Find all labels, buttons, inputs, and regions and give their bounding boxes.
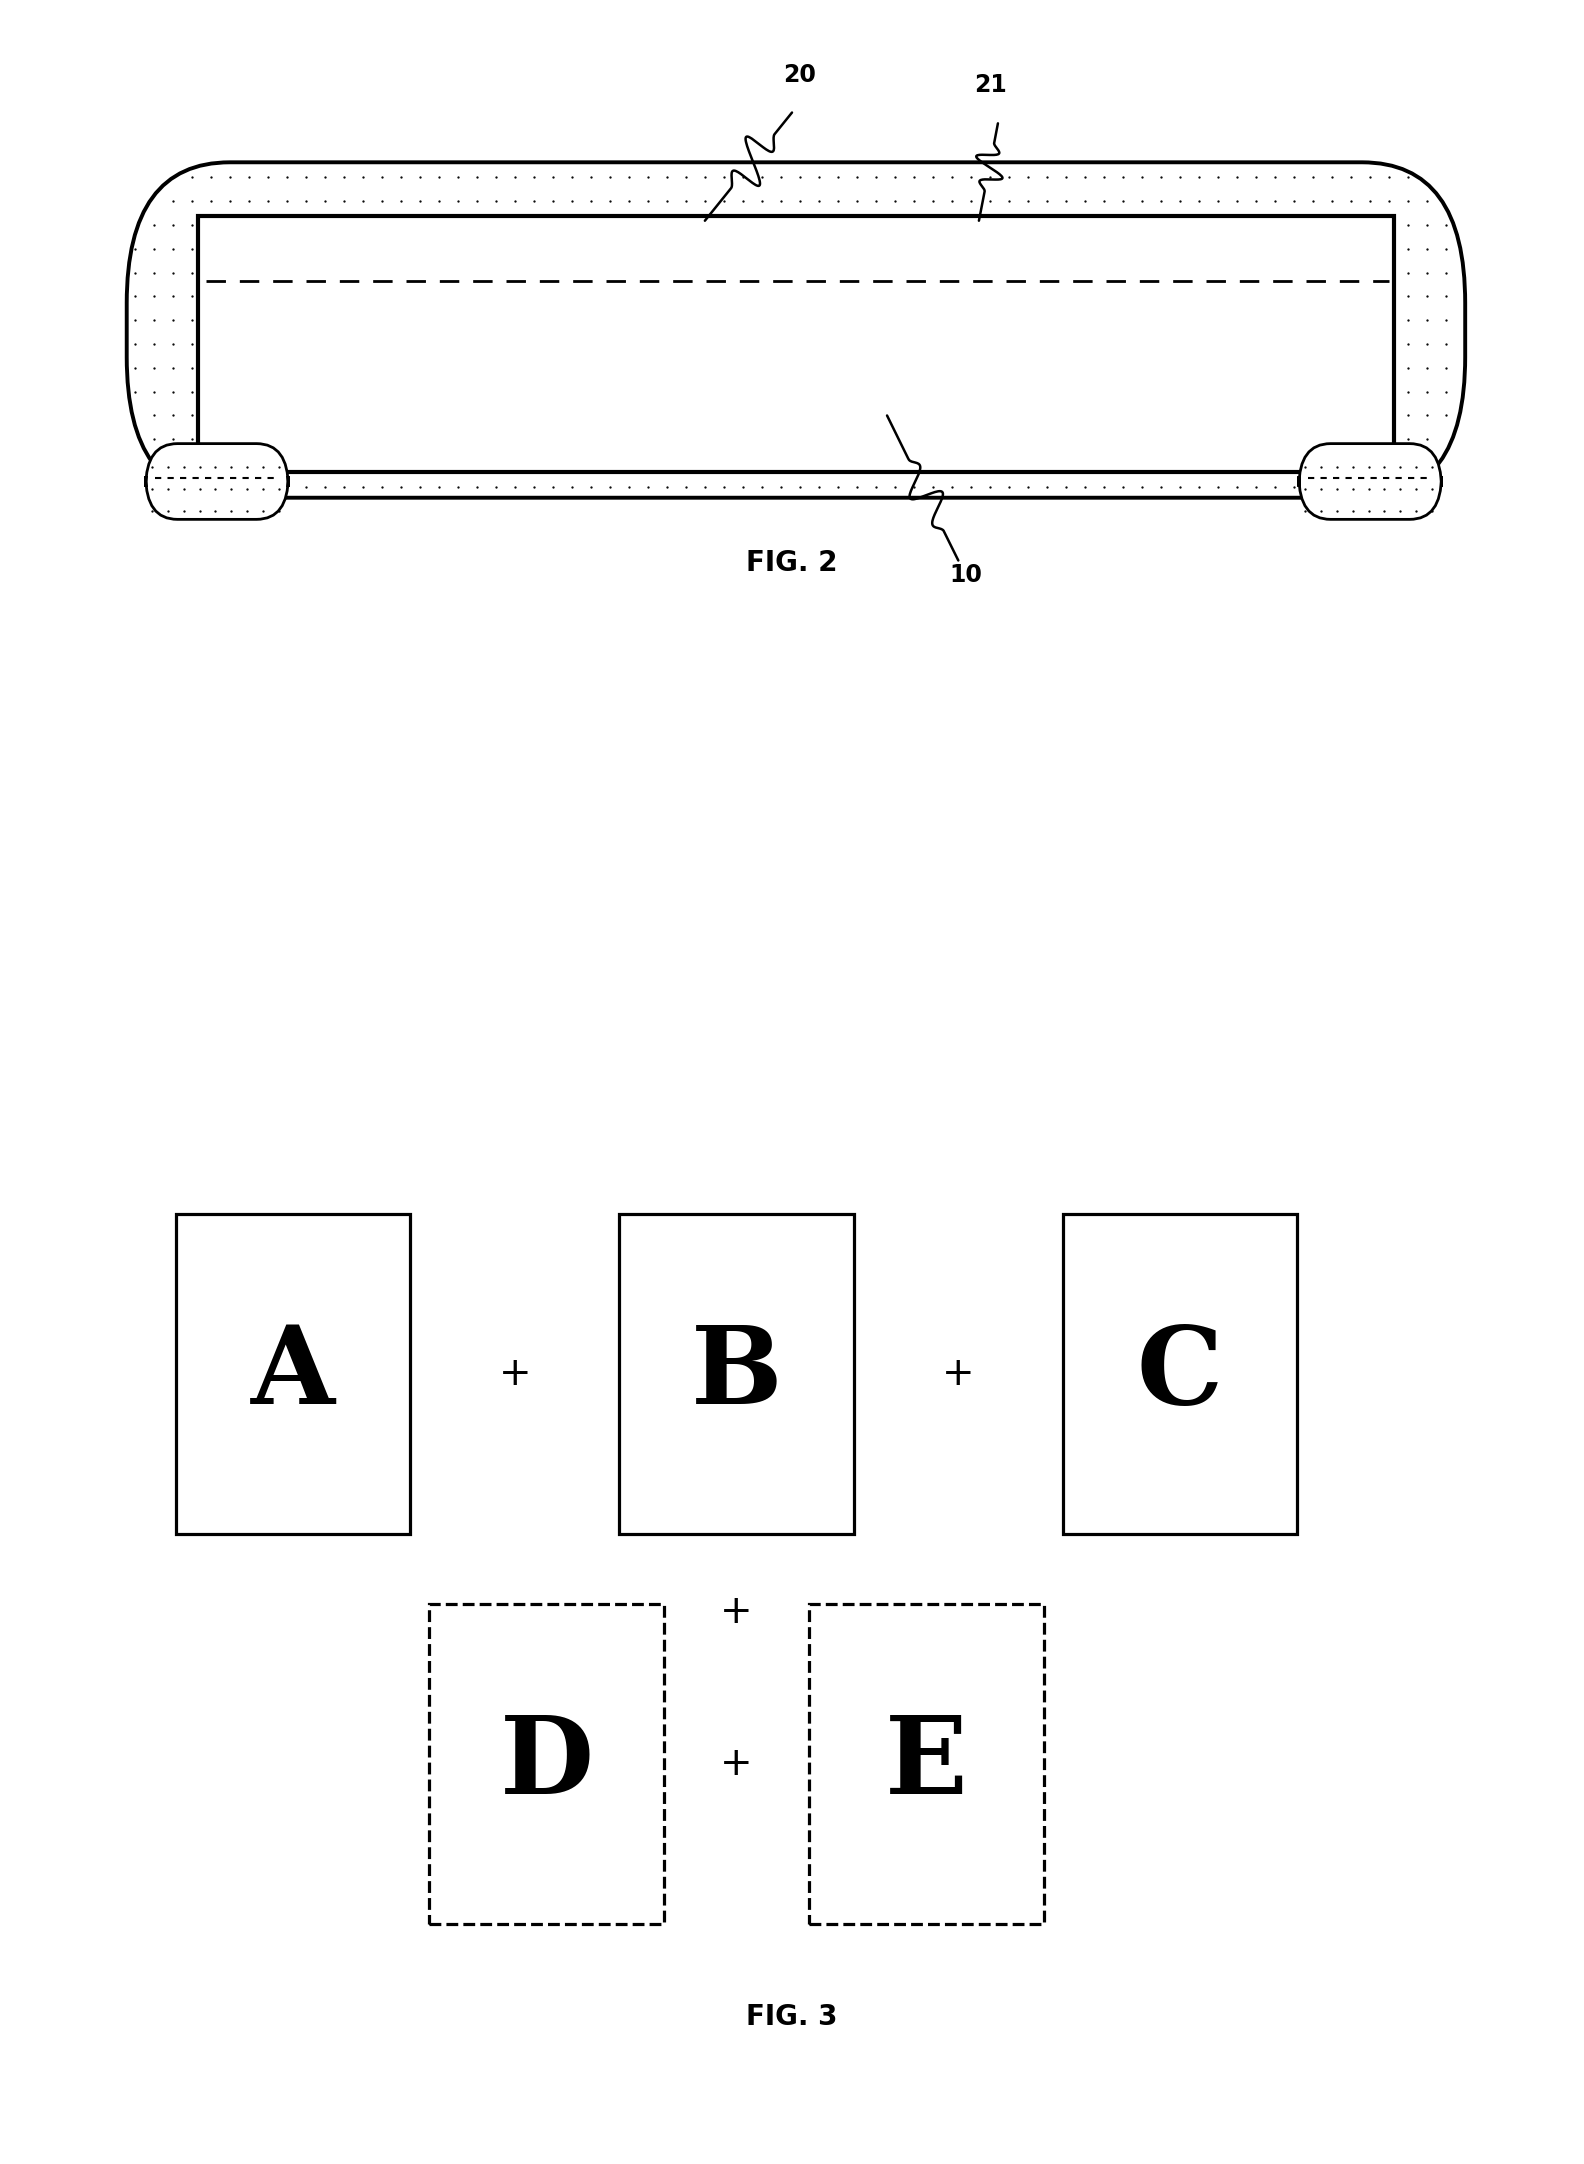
Text: A: A [250, 1322, 336, 1426]
Text: FIG. 2: FIG. 2 [746, 550, 838, 576]
FancyBboxPatch shape [146, 444, 288, 519]
Text: +: + [721, 1593, 752, 1632]
Bar [429, 1604, 664, 1924]
Text: 21: 21 [974, 74, 1006, 97]
Text: E: E [885, 1712, 968, 1816]
Text: B: B [691, 1322, 782, 1426]
Text: +: + [499, 1355, 531, 1394]
Text: 20: 20 [784, 63, 816, 87]
FancyBboxPatch shape [198, 216, 1394, 472]
Text: FIG. 3: FIG. 3 [746, 2004, 838, 2030]
FancyBboxPatch shape [1299, 444, 1441, 519]
Bar [176, 1214, 410, 1534]
Text: 10: 10 [950, 563, 982, 586]
Bar [1063, 1214, 1297, 1534]
FancyBboxPatch shape [127, 162, 1465, 498]
Text: +: + [942, 1355, 974, 1394]
Text: D: D [499, 1712, 594, 1816]
Bar [619, 1214, 854, 1534]
Bar [809, 1604, 1044, 1924]
Text: +: + [721, 1744, 752, 1783]
Text: C: C [1137, 1322, 1223, 1426]
